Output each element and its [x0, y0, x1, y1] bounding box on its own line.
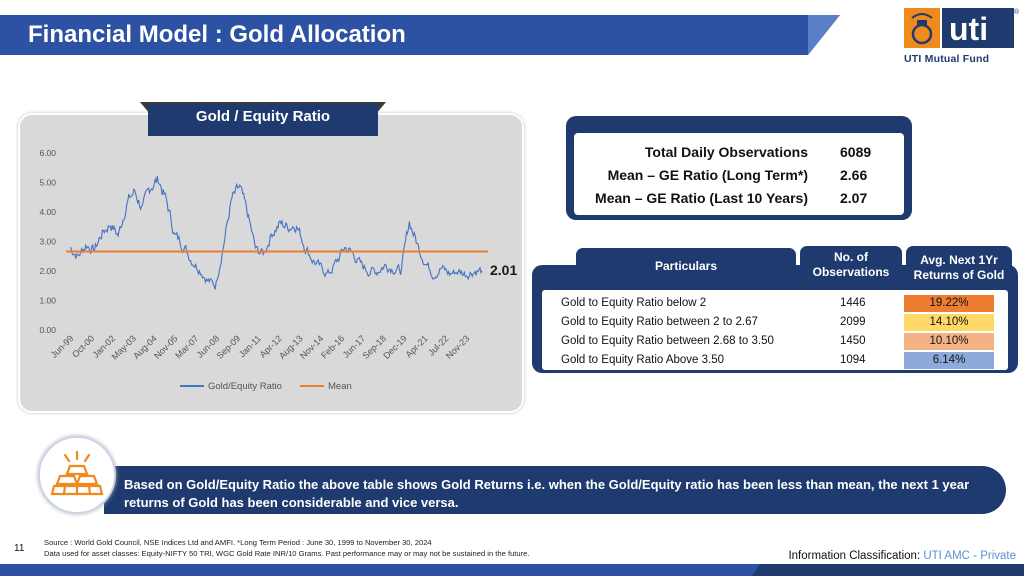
table-cell-particular: Gold to Equity Ratio below 2	[561, 297, 707, 309]
y-tick-label: 2.00	[39, 266, 56, 276]
table-cell-returns: 14.10%	[904, 314, 994, 331]
x-tick-label: Dec-19	[381, 333, 409, 361]
table-cell-observations: 1446	[840, 297, 866, 309]
stat-row-mean-long-term: Mean – GE Ratio (Long Term*) 2.66	[574, 167, 904, 191]
table-row: Gold to Equity Ratio between 2 to 2.67 2…	[542, 314, 1008, 333]
table-row: Gold to Equity Ratio Above 3.50 1094 6.1…	[542, 352, 1008, 371]
header-returns-line2: Returns of Gold	[913, 268, 1005, 282]
chart-tab	[140, 102, 386, 136]
y-tick-label: 1.00	[39, 296, 56, 306]
stat-label: Total Daily Observations	[644, 144, 808, 160]
stat-label: Mean – GE Ratio (Last 10 Years)	[595, 190, 808, 206]
uti-logo: uti ®	[904, 8, 1020, 48]
stat-row-total-observations: Total Daily Observations 6089	[574, 144, 904, 168]
table-cell-observations: 1450	[840, 335, 866, 347]
y-tick-label: 4.00	[39, 207, 56, 217]
table-cell-particular: Gold to Equity Ratio between 2.68 to 3.5…	[561, 335, 774, 347]
x-tick-label: Sep-09	[215, 333, 243, 361]
x-tick-label: Jun-99	[49, 333, 76, 360]
table-cell-particular: Gold to Equity Ratio Above 3.50	[561, 354, 725, 366]
registered-mark: ®	[1014, 8, 1020, 16]
table-cell-returns: 6.14%	[904, 352, 994, 369]
y-tick-label: 5.00	[39, 178, 56, 188]
stat-value: 2.07	[840, 190, 868, 206]
classification-value: UTI AMC - Private	[923, 550, 1016, 562]
logo-tagline: UTI Mutual Fund	[904, 53, 990, 65]
x-tick-label: Feb-16	[319, 333, 346, 360]
table-row: Gold to Equity Ratio between 2.68 to 3.5…	[542, 333, 1008, 352]
title-banner	[0, 15, 840, 55]
stats-box-inner	[574, 133, 904, 215]
stat-value: 6089	[840, 144, 872, 160]
page-title: Financial Model : Gold Allocation	[28, 21, 406, 48]
stat-value: 2.66	[840, 167, 868, 183]
x-tick-label: Mar-07	[173, 333, 200, 360]
y-tick-label: 3.00	[39, 237, 56, 247]
legend-label-mean: Mean	[328, 381, 352, 392]
gold-bars-icon	[50, 450, 104, 496]
table-cell-observations: 2099	[840, 316, 866, 328]
latest-value-label: 2.01	[490, 262, 518, 278]
table-cell-returns: 19.22%	[904, 295, 994, 312]
stat-row-mean-last-10-years: Mean – GE Ratio (Last 10 Years) 2.07	[574, 190, 904, 214]
chart-title: Gold / Equity Ratio	[195, 108, 331, 125]
table-row: Gold to Equity Ratio below 2 1446 19.22%	[542, 295, 1008, 314]
header-observations-line1: No. of	[834, 250, 868, 264]
source-note: Source : World Gold Council, NSE Indices…	[44, 537, 530, 559]
series-line-gold-equity-ratio	[69, 175, 483, 290]
header-observations-line2: Observations	[812, 265, 890, 279]
table-cell-returns: 10.10%	[904, 333, 994, 350]
x-tick-label: Apr-21	[404, 333, 430, 359]
message-banner	[104, 466, 1006, 514]
source-line-1: Source : World Gold Council, NSE Indices…	[44, 538, 432, 547]
y-tick-label: 6.00	[39, 148, 56, 158]
table-cell-particular: Gold to Equity Ratio between 2 to 2.67	[561, 316, 758, 328]
legend-label-ratio: Gold/Equity Ratio	[208, 381, 282, 392]
table-cell-observations: 1094	[840, 354, 866, 366]
source-line-2: Data used for asset classes: Equity-NIFT…	[44, 549, 530, 558]
kalash-icon	[911, 13, 933, 45]
logo-brand: uti	[949, 11, 988, 47]
header-returns: Avg. Next 1Yr Returns of Gold	[906, 246, 1012, 288]
message-text: Based on Gold/Equity Ratio the above tab…	[124, 477, 970, 510]
y-tick-label: 0.00	[39, 325, 56, 335]
stat-label: Mean – GE Ratio (Long Term*)	[607, 167, 808, 183]
footer-bar	[0, 564, 1024, 576]
header-returns-line1: Avg. Next 1Yr	[920, 253, 998, 267]
slide-number: 11	[14, 543, 25, 554]
x-tick-label: Nov-23	[444, 333, 472, 361]
x-tick-label: Jan-11	[237, 333, 263, 359]
classification-label: Information Classification: UTI AMC - Pr…	[788, 550, 1016, 562]
header-observations: No. of Observations	[800, 246, 902, 288]
classification-prefix: Information Classification:	[788, 550, 921, 562]
gold-equity-chart: 0.001.002.003.004.005.006.00Jun-99Oct-00…	[39, 148, 488, 392]
header-particulars: Particulars	[576, 248, 796, 288]
